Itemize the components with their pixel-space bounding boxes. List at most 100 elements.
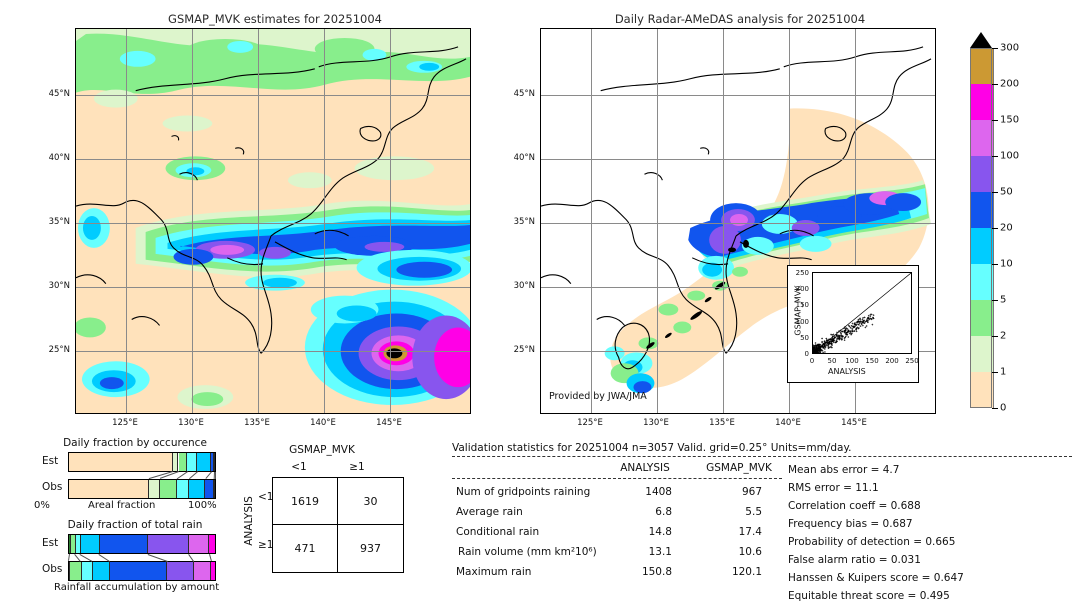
occurrence-obs-segment-3 [177, 480, 189, 498]
total-rain-link-lines [68, 553, 216, 562]
score-prob-of-detection: Probability of detection = 0.665 [788, 536, 956, 548]
map-gridline [723, 29, 724, 413]
left-map-lat-tick-40: 40°N [48, 153, 70, 163]
scatter-xtick-100: 100 [845, 357, 859, 365]
total-rain-bar-est[interactable] [68, 534, 216, 554]
total-rain-est-segment-0 [69, 535, 72, 553]
map-gridline [541, 95, 935, 96]
colorbar-label-10: 10 [1000, 258, 1013, 270]
occurrence-est-segment-5 [210, 453, 214, 471]
total-rain-link-5 [188, 554, 195, 562]
total-rain-bar-obs[interactable] [68, 561, 216, 581]
rule-top [452, 456, 1072, 457]
occurrence-obs-segment-1 [149, 480, 160, 498]
colorbar-tick [992, 264, 998, 265]
scatter-ytick-50: 50 [800, 334, 809, 342]
colorbar-tick [992, 48, 998, 49]
rule-mid [452, 478, 782, 479]
validation-header: Validation statistics for 20251004 n=305… [452, 442, 852, 454]
map-gridline [324, 29, 325, 413]
total-rain-est-segment-2 [76, 535, 81, 553]
occurrence-obs-segment-6 [213, 480, 215, 498]
colorbar-band-2 [970, 300, 994, 336]
colorbar-label-0: 0 [1000, 402, 1007, 414]
map-gridline [76, 287, 470, 288]
total-rain-link-6 [209, 554, 212, 562]
total-rain-row-label-obs: Obs [42, 563, 63, 575]
total-rain-link-0 [68, 553, 71, 561]
contingency-cell-hit: 937 [360, 542, 381, 555]
scatter-ytick-150: 150 [795, 301, 809, 309]
scatter-plot-area[interactable] [812, 272, 912, 354]
stat-gsmap-1: 5.5 [745, 506, 762, 518]
map-gridline [76, 159, 470, 160]
total-rain-obs-segment-0 [69, 562, 71, 580]
radar-amedas-map[interactable]: Provided by JWA/JMA 250 200 150 100 50 0… [540, 28, 936, 414]
map-gridline [657, 29, 658, 413]
colorbar-label-100: 100 [1000, 150, 1020, 162]
left-map-title: GSMAP_MVK estimates for 20251004 [168, 12, 382, 26]
colorbar-tick [992, 372, 998, 373]
total-rain-obs-segment-5 [167, 562, 194, 580]
colorbar-overflow-arrow-icon [970, 32, 992, 48]
colorbar-tick [992, 84, 998, 85]
occurrence-bar-est[interactable] [68, 452, 216, 472]
scatter-points [813, 273, 911, 353]
left-map-lon-tick-130: 130°E [178, 418, 204, 428]
colorbar-tick [992, 228, 998, 229]
occurrence-link-3 [188, 471, 198, 479]
colorbar-tick [992, 120, 998, 121]
colorbar-label-150: 150 [1000, 114, 1020, 126]
total-rain-link-3 [98, 554, 110, 562]
score-hanssen-kuipers: Hanssen & Kuipers score = 0.647 [788, 572, 964, 584]
total-rain-obs-segment-6 [193, 562, 212, 580]
colorbar-band-200 [970, 48, 994, 84]
colorbar-tick [992, 300, 998, 301]
occurrence-obs-segment-2 [159, 480, 178, 498]
precipitation-colorbar[interactable]: 0 1 2 5 10 20 50 100 150 200 300 [965, 30, 1019, 420]
score-correlation-coeff: Correlation coeff = 0.688 [788, 500, 921, 512]
right-map-lat-tick-45: 45°N [513, 89, 535, 99]
colorbar-band-20 [970, 192, 994, 228]
total-rain-row-label-est: Est [42, 537, 59, 549]
right-map-lon-tick-140: 140°E [775, 418, 801, 428]
scatter-xtick-0: 0 [809, 357, 815, 365]
occurrence-bar-obs[interactable] [68, 479, 216, 499]
score-false-alarm-ratio: False alarm ratio = 0.031 [788, 554, 921, 566]
left-map-lon-tick-125: 125°E [112, 418, 138, 428]
occurrence-axis-min: 0% [34, 500, 50, 511]
right-map-lat-tick-35: 35°N [513, 217, 535, 227]
total-rain-est-segment-4 [99, 535, 148, 553]
occurrence-link-6 [214, 472, 216, 479]
colorbar-band-150 [970, 84, 994, 120]
scatter-inset-panel[interactable]: 250 200 150 100 50 0 0 50 100 150 200 25… [787, 265, 919, 383]
stat-name-4: Maximum rain [456, 566, 532, 578]
total-rain-obs-segment-2 [81, 562, 93, 580]
contingency-rowhead-lt1: <1 [258, 491, 274, 503]
map-gridline [591, 29, 592, 413]
total-rain-link-4 [147, 554, 168, 562]
gsmap-precipitation-field [76, 29, 470, 413]
total-rain-obs-segment-4 [110, 562, 168, 580]
contingency-table[interactable]: 1619 30 471 937 [272, 477, 404, 573]
right-map-lon-tick-145: 145°E [841, 418, 867, 428]
colorbar-band-0 [970, 372, 994, 408]
colorbar-label-5: 5 [1000, 294, 1007, 306]
score-equitable-threat: Equitable threat score = 0.495 [788, 590, 950, 602]
score-mean-abs-error: Mean abs error = 4.7 [788, 464, 900, 476]
total-rain-obs-segment-1 [70, 562, 82, 580]
occurrence-link-2 [176, 471, 188, 479]
stat-gsmap-2: 17.4 [738, 526, 762, 538]
stat-gsmap-3: 10.6 [738, 546, 762, 558]
total-rain-est-segment-5 [147, 535, 189, 553]
total-rain-obs-segment-3 [92, 562, 111, 580]
colorbar-band-100 [970, 120, 994, 156]
score-frequency-bias: Frequency bias = 0.687 [788, 518, 913, 530]
occurrence-obs-segment-5 [204, 480, 214, 498]
right-map-lat-tick-30: 30°N [513, 281, 535, 291]
total-rain-obs-segment-7 [211, 562, 215, 580]
stat-analysis-0: 1408 [645, 486, 672, 498]
occurrence-obs-segment-4 [188, 480, 205, 498]
validation-colhead-analysis: ANALYSIS [620, 462, 670, 474]
gsmap-estimate-map[interactable] [75, 28, 471, 414]
